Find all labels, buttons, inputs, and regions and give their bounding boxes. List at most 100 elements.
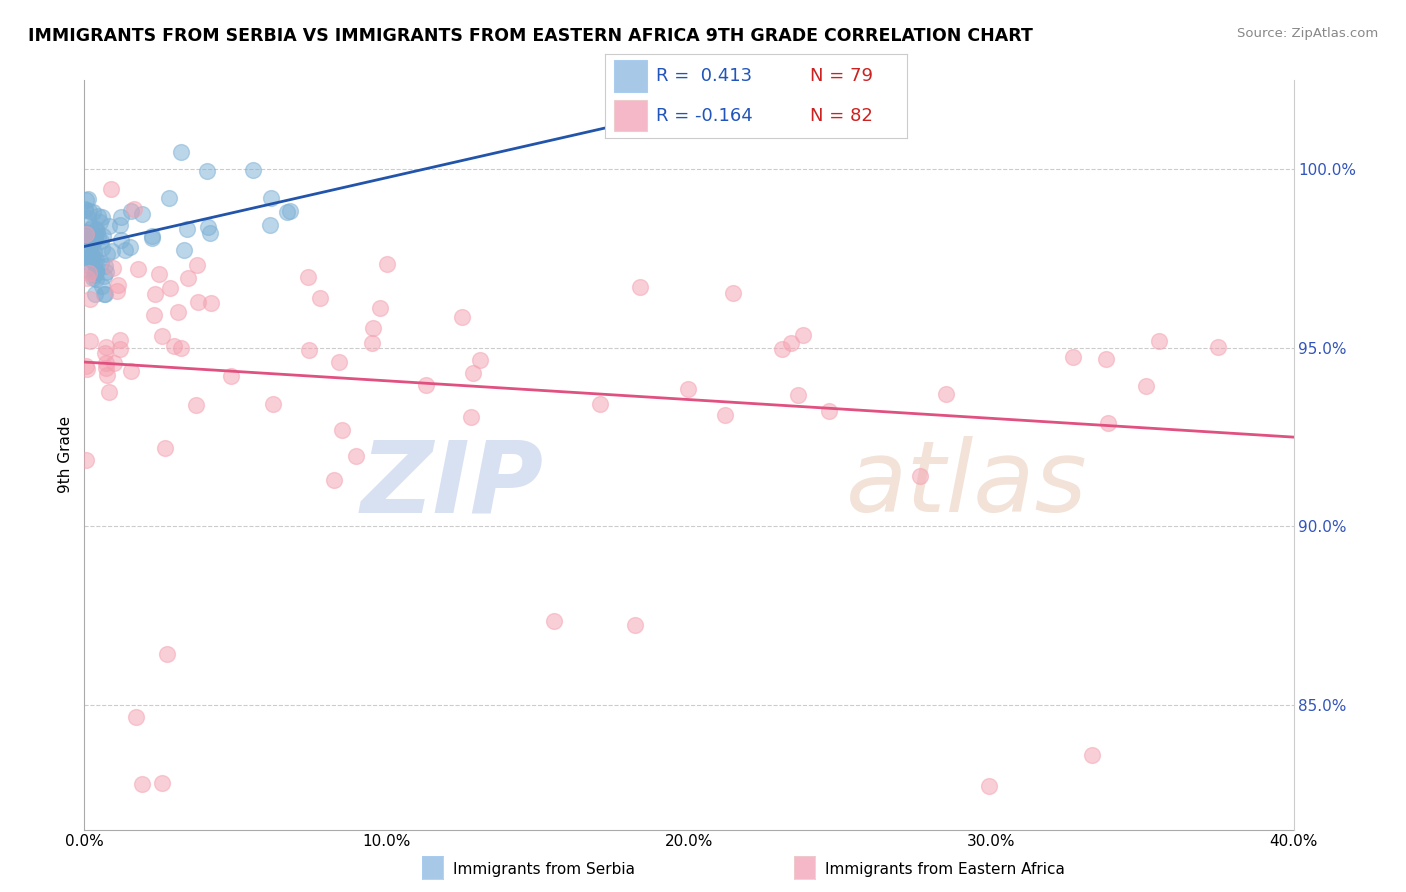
Point bbox=[676, 382, 699, 396]
Point bbox=[118, 240, 141, 254]
Point bbox=[79, 245, 101, 260]
Point bbox=[75, 453, 97, 467]
FancyBboxPatch shape bbox=[613, 100, 647, 131]
Point bbox=[84, 265, 107, 279]
Point bbox=[80, 247, 103, 261]
Point bbox=[935, 387, 957, 401]
Point bbox=[328, 355, 350, 369]
Point bbox=[260, 191, 283, 205]
Point bbox=[221, 369, 243, 384]
Point bbox=[177, 271, 200, 285]
Point bbox=[75, 202, 97, 217]
Point bbox=[120, 364, 142, 378]
Point bbox=[82, 204, 104, 219]
Point bbox=[73, 245, 96, 260]
Point bbox=[96, 265, 118, 279]
Point bbox=[1062, 350, 1084, 364]
Point bbox=[470, 353, 492, 368]
Point bbox=[77, 230, 100, 244]
Point bbox=[77, 258, 100, 272]
Point bbox=[276, 205, 298, 219]
Point bbox=[200, 226, 222, 240]
Text: Immigrants from Eastern Africa: Immigrants from Eastern Africa bbox=[825, 863, 1066, 877]
FancyBboxPatch shape bbox=[613, 61, 647, 92]
Point bbox=[153, 441, 176, 455]
Point bbox=[93, 269, 115, 284]
Point bbox=[195, 164, 218, 178]
Point bbox=[90, 210, 112, 224]
Point bbox=[76, 227, 98, 242]
Point bbox=[87, 209, 110, 223]
Point bbox=[330, 423, 353, 437]
Point bbox=[127, 261, 149, 276]
Point bbox=[80, 221, 103, 235]
Point bbox=[1080, 748, 1102, 763]
Point bbox=[73, 235, 96, 250]
Point bbox=[108, 219, 131, 233]
Point bbox=[361, 320, 384, 334]
Point bbox=[143, 286, 166, 301]
Point bbox=[77, 231, 100, 245]
Point bbox=[159, 281, 181, 295]
Point bbox=[1097, 417, 1119, 431]
Point bbox=[176, 221, 198, 235]
Point bbox=[77, 192, 100, 206]
Point bbox=[415, 377, 437, 392]
Text: atlas: atlas bbox=[846, 436, 1088, 533]
Point bbox=[101, 244, 124, 259]
Point bbox=[298, 343, 321, 358]
Point bbox=[91, 229, 114, 244]
Point bbox=[90, 255, 112, 269]
Point bbox=[787, 388, 810, 402]
Point bbox=[170, 145, 193, 159]
Point bbox=[94, 287, 117, 301]
Point bbox=[173, 244, 195, 258]
Point bbox=[82, 252, 104, 267]
Point bbox=[977, 779, 1000, 793]
Point bbox=[461, 366, 484, 380]
Point bbox=[84, 222, 107, 236]
Point bbox=[82, 227, 104, 241]
Point bbox=[323, 473, 346, 487]
Point bbox=[157, 191, 180, 205]
Point bbox=[103, 355, 125, 369]
Point bbox=[76, 211, 98, 226]
Point bbox=[75, 262, 97, 277]
Point bbox=[97, 385, 120, 400]
Point bbox=[79, 292, 101, 306]
Point bbox=[170, 341, 193, 355]
Point bbox=[96, 247, 118, 261]
Point bbox=[80, 248, 103, 262]
Point bbox=[131, 777, 153, 791]
Point bbox=[155, 648, 177, 662]
Text: N = 82: N = 82 bbox=[810, 107, 873, 125]
Point bbox=[779, 335, 801, 350]
Point bbox=[75, 359, 97, 373]
Point bbox=[75, 202, 97, 217]
Point bbox=[80, 252, 103, 266]
Point bbox=[770, 342, 793, 356]
Point bbox=[110, 233, 132, 247]
Point bbox=[79, 266, 101, 280]
Point bbox=[110, 333, 132, 347]
Point bbox=[141, 229, 163, 244]
Text: R =  0.413: R = 0.413 bbox=[657, 67, 752, 85]
Point bbox=[103, 261, 125, 276]
Point bbox=[83, 244, 105, 259]
Point bbox=[90, 279, 112, 293]
Point bbox=[83, 287, 105, 301]
Point bbox=[76, 271, 98, 285]
Point bbox=[89, 215, 111, 229]
Point bbox=[148, 267, 170, 281]
Point bbox=[197, 219, 219, 234]
Point bbox=[96, 368, 118, 383]
Point bbox=[186, 398, 208, 412]
Point bbox=[83, 231, 105, 245]
Point bbox=[1147, 334, 1170, 348]
Point bbox=[375, 257, 398, 271]
Point bbox=[624, 617, 647, 632]
Text: Source: ZipAtlas.com: Source: ZipAtlas.com bbox=[1237, 27, 1378, 40]
Point bbox=[242, 162, 264, 177]
Point bbox=[131, 207, 153, 221]
Point bbox=[120, 204, 142, 219]
